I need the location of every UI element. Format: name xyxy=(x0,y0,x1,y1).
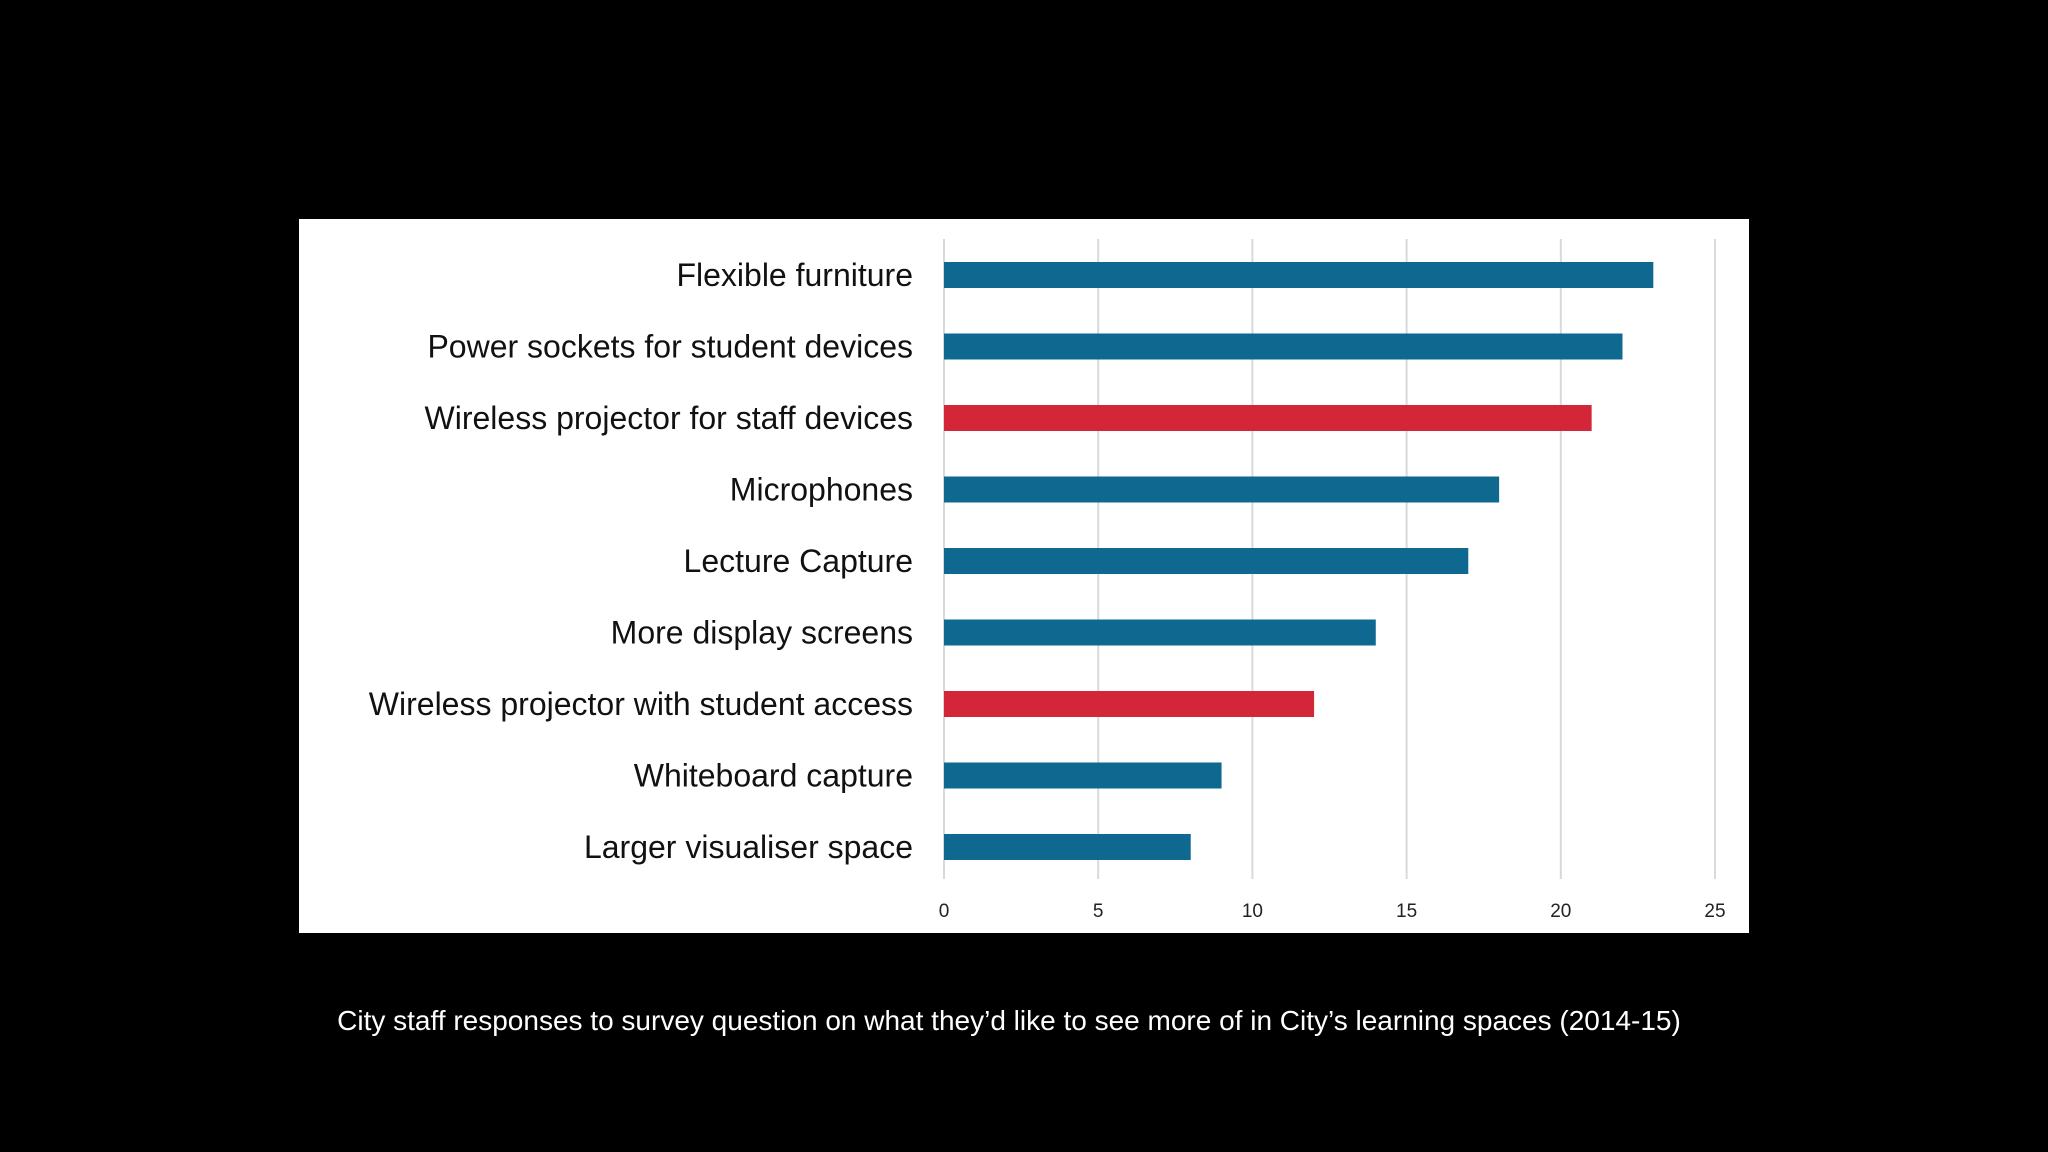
x-tick-label: 5 xyxy=(1093,901,1104,922)
bars xyxy=(944,262,1654,860)
x-tick-label: 0 xyxy=(939,901,950,922)
x-tick-label: 20 xyxy=(1550,901,1571,922)
bar xyxy=(944,619,1376,646)
category-label: Lecture Capture xyxy=(684,543,913,579)
x-tick-label: 25 xyxy=(1704,901,1725,922)
bar xyxy=(944,333,1623,360)
bar xyxy=(944,691,1315,717)
x-tick-label: 10 xyxy=(1242,901,1263,922)
bar xyxy=(944,476,1500,503)
category-label: Microphones xyxy=(730,472,913,508)
category-label: Larger visualiser space xyxy=(584,829,913,865)
category-label: Wireless projector with student access xyxy=(369,686,913,722)
slide-caption: City staff responses to survey question … xyxy=(337,1005,1681,1036)
category-label: Wireless projector for staff devices xyxy=(425,400,913,436)
bar xyxy=(944,405,1592,431)
bar xyxy=(944,548,1469,574)
bar xyxy=(944,762,1222,789)
bar xyxy=(944,834,1191,860)
bar xyxy=(944,262,1654,288)
category-label: Power sockets for student devices xyxy=(427,329,913,365)
x-tick-label: 15 xyxy=(1396,901,1417,922)
x-tick-labels: 0 5 10 15 20 25 xyxy=(939,901,1726,922)
category-label: Flexible furniture xyxy=(676,257,913,293)
category-label: Whiteboard capture xyxy=(634,758,913,794)
category-labels: Flexible furniture Power sockets for stud… xyxy=(369,257,913,865)
category-label: More display screens xyxy=(611,615,913,651)
chart-panel: Flexible furniture Power sockets for stud… xyxy=(299,219,1749,933)
bar-chart: Flexible furniture Power sockets for stud… xyxy=(369,239,1726,922)
